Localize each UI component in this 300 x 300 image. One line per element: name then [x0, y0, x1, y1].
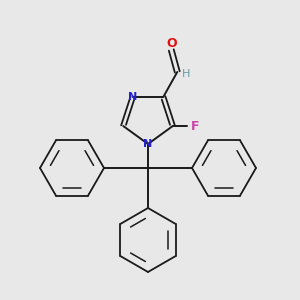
Text: F: F	[190, 119, 199, 133]
Text: N: N	[143, 139, 153, 149]
Text: N: N	[128, 92, 137, 102]
Text: H: H	[182, 69, 190, 79]
Text: O: O	[166, 38, 177, 50]
